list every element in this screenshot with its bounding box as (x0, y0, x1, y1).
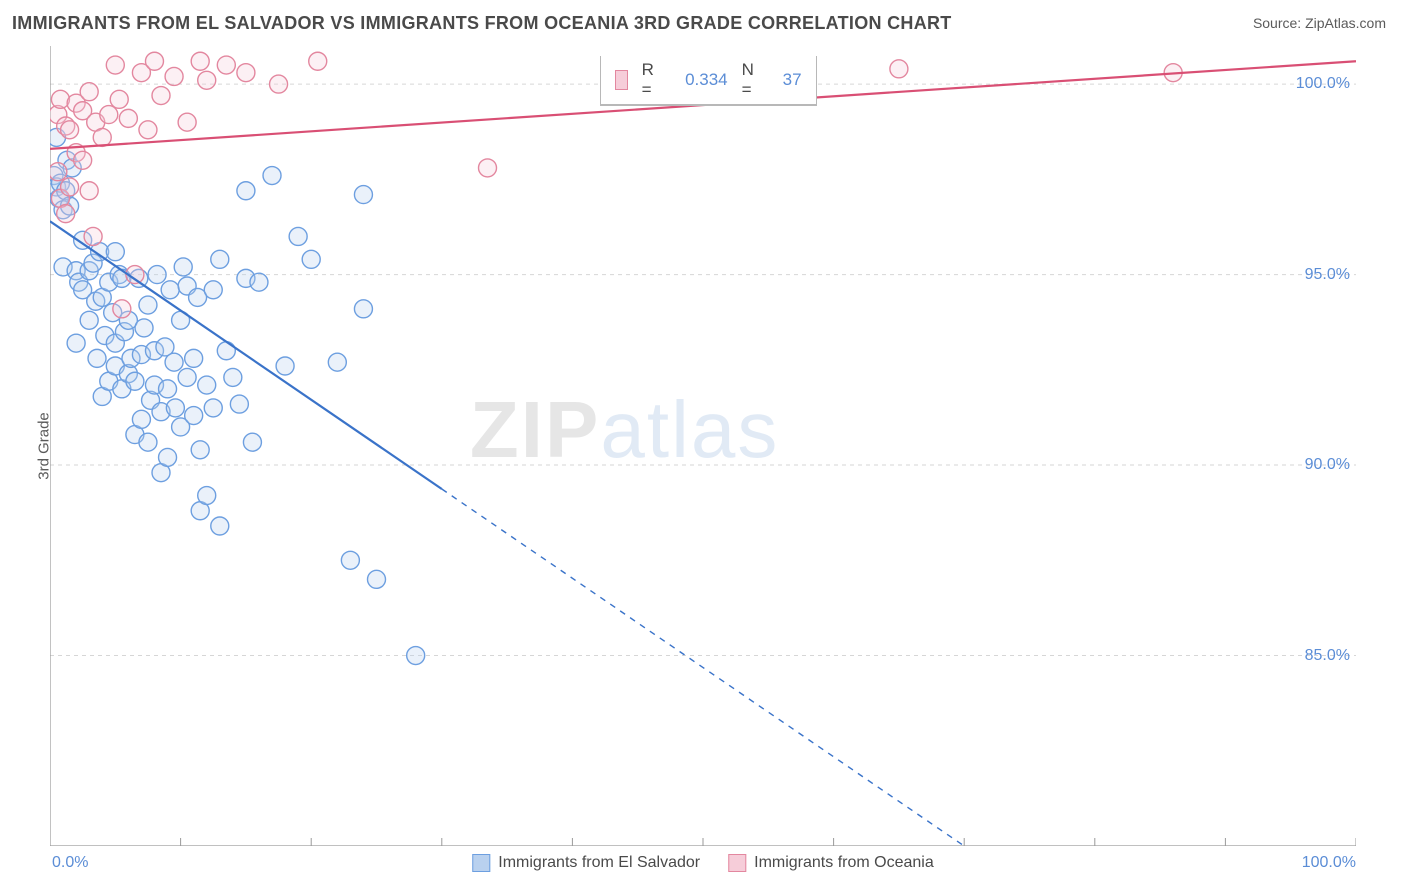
source-name: ZipAtlas.com (1305, 15, 1386, 31)
legend-item: Immigrants from Oceania (728, 854, 934, 872)
legend-swatch (728, 854, 746, 872)
y-tick-label: 95.0% (1305, 266, 1350, 284)
legend-item: Immigrants from El Salvador (472, 854, 700, 872)
legend-label: Immigrants from Oceania (754, 854, 934, 872)
legend-label: Immigrants from El Salvador (498, 854, 700, 872)
stat-r-label: R = (642, 60, 658, 100)
legend: Immigrants from El Salvador Immigrants fr… (472, 854, 933, 872)
correlation-scatter-chart: 3rd Grade ZIPatlas R =-0.567N =90R =0.33… (50, 46, 1356, 846)
y-tick-label: 90.0% (1305, 456, 1350, 474)
source-prefix: Source: (1253, 15, 1305, 31)
y-tick-label: 85.0% (1305, 647, 1350, 665)
y-tick-label: 100.0% (1296, 75, 1350, 93)
stat-n-value: 37 (772, 70, 802, 90)
page-title: IMMIGRANTS FROM EL SALVADOR VS IMMIGRANT… (12, 13, 952, 34)
source-attribution: Source: ZipAtlas.com (1253, 15, 1386, 31)
stat-swatch (615, 70, 628, 90)
x-tick-min: 0.0% (52, 854, 88, 872)
stat-r-value: 0.334 (672, 70, 728, 90)
stat-n-label: N = (742, 60, 758, 100)
stat-row: R = 0.334 N = 37 (600, 56, 817, 105)
x-tick-max: 100.0% (1302, 854, 1356, 872)
legend-swatch (472, 854, 490, 872)
chart-svg (50, 46, 1356, 846)
